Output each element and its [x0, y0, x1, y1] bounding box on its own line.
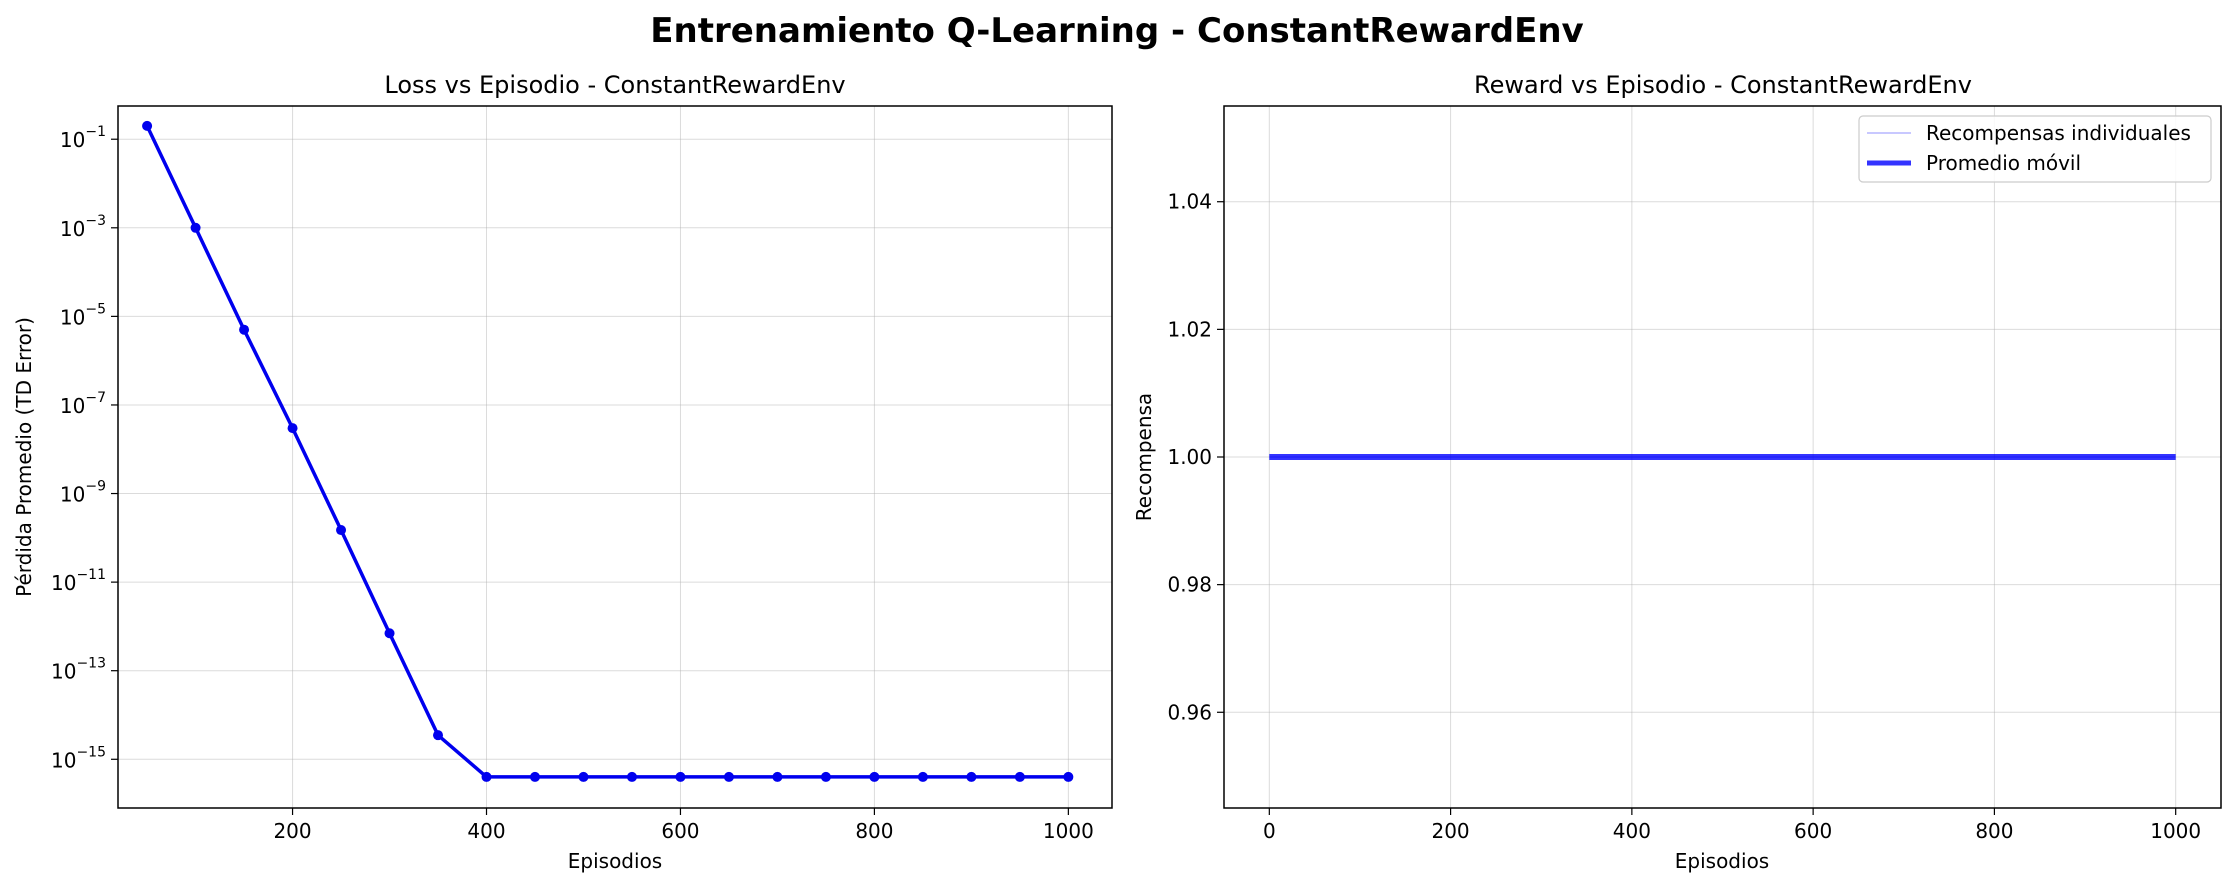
loss-data-point — [723, 771, 734, 782]
reward-chart: Reward vs Episodio - ConstantRewardEnv 0… — [1132, 71, 2222, 873]
loss-y-tick-label: 10−5 — [60, 301, 106, 329]
loss-y-tick-label: 10−3 — [60, 213, 106, 241]
reward-legend: Recompensas individuales Promedio móvil — [1858, 115, 2212, 183]
loss-plot-frame — [117, 105, 1113, 809]
reward-x-tick-label: 200 — [1431, 819, 1469, 843]
loss-data-point — [239, 324, 250, 335]
reward-ticks: 0 200 400 600 800 1000 0.96 0.98 1.00 1.02 1.04 — [1167, 190, 2201, 843]
reward-y-tick-label: 1.02 — [1167, 317, 1212, 341]
loss-y-tick-label: 10−11 — [51, 567, 106, 595]
reward-y-tick-label: 0.98 — [1167, 573, 1212, 597]
loss-y-tick-label: 10−7 — [60, 390, 106, 418]
legend-label-moving-average: Promedio móvil — [1926, 151, 2081, 175]
legend-box — [1858, 115, 2212, 183]
loss-data-point — [675, 771, 686, 782]
loss-ticks: 200 400 600 800 1000 10−1 10−3 10−5 10−7 10−9 10−1… — [51, 124, 1094, 843]
legend-label-individual: Recompensas individuales — [1926, 121, 2191, 145]
loss-data-point — [529, 771, 540, 782]
reward-y-tick-label: 1.00 — [1167, 445, 1212, 469]
loss-y-tick-label: 10−1 — [60, 124, 106, 152]
loss-series — [142, 120, 1074, 782]
loss-data-point — [1063, 771, 1074, 782]
loss-data-point — [384, 628, 395, 639]
loss-chart: Loss vs Episodio - ConstantRewardEnv 200… — [12, 71, 1113, 873]
loss-y-tick-label: 10−9 — [60, 479, 106, 507]
loss-x-tick-label: 200 — [273, 819, 311, 843]
loss-series-line — [145, 125, 1069, 779]
loss-data-point — [190, 222, 201, 233]
loss-data-point — [966, 771, 977, 782]
reward-x-tick-label: 1000 — [2150, 819, 2201, 843]
loss-data-point — [287, 423, 298, 434]
loss-x-tick-label: 1000 — [1043, 819, 1094, 843]
loss-data-point — [917, 771, 928, 782]
loss-x-tick-label: 800 — [855, 819, 893, 843]
loss-data-point — [433, 730, 444, 741]
reward-x-tick-label: 400 — [1613, 819, 1651, 843]
reward-chart-title: Reward vs Episodio - ConstantRewardEnv — [1474, 71, 1972, 99]
loss-y-tick-label: 10−13 — [51, 656, 106, 684]
reward-x-tick-label: 800 — [1975, 819, 2013, 843]
loss-chart-title: Loss vs Episodio - ConstantRewardEnv — [384, 71, 845, 99]
reward-x-tick-label: 600 — [1794, 819, 1832, 843]
loss-data-point — [142, 120, 153, 131]
reward-y-tick-label: 0.96 — [1167, 700, 1212, 724]
reward-x-tick-label: 0 — [1263, 819, 1276, 843]
reward-y-axis-label: Recompensa — [1132, 393, 1156, 521]
loss-data-point — [869, 771, 880, 782]
loss-x-axis-label: Episodios — [568, 849, 662, 873]
loss-data-point — [336, 525, 347, 536]
loss-data-point — [820, 771, 831, 782]
loss-data-point — [578, 771, 589, 782]
loss-data-point — [626, 771, 637, 782]
loss-data-point — [1014, 771, 1025, 782]
loss-y-tick-label: 10−15 — [51, 744, 106, 772]
reward-y-tick-label: 1.04 — [1167, 190, 1212, 214]
loss-x-tick-label: 600 — [661, 819, 699, 843]
loss-data-point — [481, 771, 492, 782]
loss-x-tick-label: 400 — [467, 819, 505, 843]
loss-y-axis-label: Pérdida Promedio (TD Error) — [12, 317, 36, 597]
loss-data-point — [772, 771, 783, 782]
reward-x-axis-label: Episodios — [1675, 849, 1769, 873]
figure-title: Entrenamiento Q-Learning - ConstantRewar… — [650, 11, 1583, 51]
loss-grid — [118, 106, 1112, 808]
